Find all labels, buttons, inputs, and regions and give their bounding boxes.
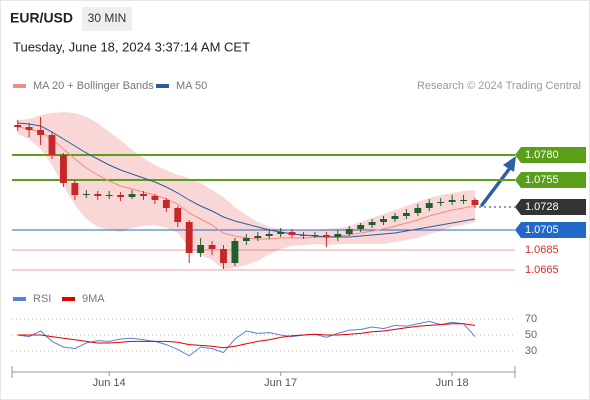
candle-body: [242, 238, 250, 241]
y-tick-label: 70: [525, 313, 537, 325]
candle-body: [368, 222, 376, 225]
level-tag: [515, 147, 586, 163]
candle-body: [322, 235, 330, 237]
legend-label: RSI: [33, 293, 51, 305]
legend-label: MA 20 + Bollinger Bands: [33, 80, 154, 92]
candle-body: [105, 195, 113, 196]
candle-body: [60, 155, 67, 183]
level-tag: [515, 222, 586, 238]
candle-body: [174, 208, 182, 222]
candle-body: [71, 183, 79, 195]
ma-line: [17, 122, 476, 238]
candle-body: [128, 194, 136, 197]
forecast-arrow: [480, 166, 512, 207]
candle-body: [414, 208, 422, 213]
candle-body: [277, 232, 285, 234]
level-tag: [515, 172, 586, 188]
interval[interactable]: 30 MIN: [88, 11, 127, 25]
x-tick-label: Jun 17: [264, 377, 297, 389]
candle-body: [151, 196, 159, 200]
candle-body: [94, 194, 102, 196]
rsi-line: [17, 323, 476, 349]
timestamp: Tuesday, June 18, 2024 3:37:14 AM CET: [13, 39, 250, 54]
candle-body: [231, 241, 239, 263]
x-tick-label: Jun 18: [436, 377, 469, 389]
candle-body: [311, 235, 319, 236]
level-label: 1.0780: [525, 149, 559, 161]
candle-body: [460, 200, 467, 201]
candle-body: [345, 229, 353, 234]
candle-body: [220, 249, 227, 263]
candle-body: [288, 232, 296, 235]
candle-body: [48, 135, 56, 155]
candle-body: [265, 234, 273, 236]
candle-body: [208, 245, 216, 249]
candle-body: [448, 200, 456, 202]
candle-body: [82, 194, 90, 195]
level-label: 1.0728: [525, 201, 559, 213]
attribution: Research © 2024 Trading Central: [417, 80, 581, 92]
y-tick-label: 30: [525, 345, 537, 357]
x-tick-label: Jun 14: [93, 377, 126, 389]
candle-body: [162, 200, 170, 208]
candle-body: [391, 216, 399, 219]
candle-body: [37, 130, 45, 135]
candle-body: [380, 219, 387, 222]
interval-box[interactable]: [82, 7, 132, 31]
candle-body: [197, 245, 205, 253]
candle-body: [14, 125, 22, 127]
level-label: 1.0665: [525, 264, 559, 276]
symbol: EUR/USD: [10, 10, 73, 26]
forecast-arrowhead: [503, 156, 516, 172]
candle-body: [140, 194, 147, 196]
candle-body: [185, 222, 193, 253]
candle-body: [402, 213, 410, 216]
level-label: 1.0705: [525, 224, 559, 236]
candle-body: [425, 203, 433, 208]
candle-body: [300, 235, 307, 236]
candle-body: [471, 200, 479, 205]
legend-swatch: [62, 297, 75, 301]
candle-body: [334, 234, 342, 237]
candle-body: [357, 225, 365, 229]
legend-swatch: [13, 297, 26, 301]
legend-label: 9MA: [82, 293, 105, 305]
rsi-line: [17, 320, 476, 357]
candle-body: [25, 127, 33, 130]
level-label: 1.0685: [525, 244, 559, 256]
level-tag: [515, 199, 586, 215]
candle-body: [254, 236, 262, 238]
legend-swatch: [156, 84, 169, 88]
level-label: 1.0755: [525, 174, 559, 186]
candle-body: [437, 202, 445, 203]
legend-swatch: [13, 84, 26, 88]
y-tick-label: 50: [525, 329, 537, 341]
legend-label: MA 50: [176, 80, 207, 92]
candle-body: [117, 195, 125, 197]
